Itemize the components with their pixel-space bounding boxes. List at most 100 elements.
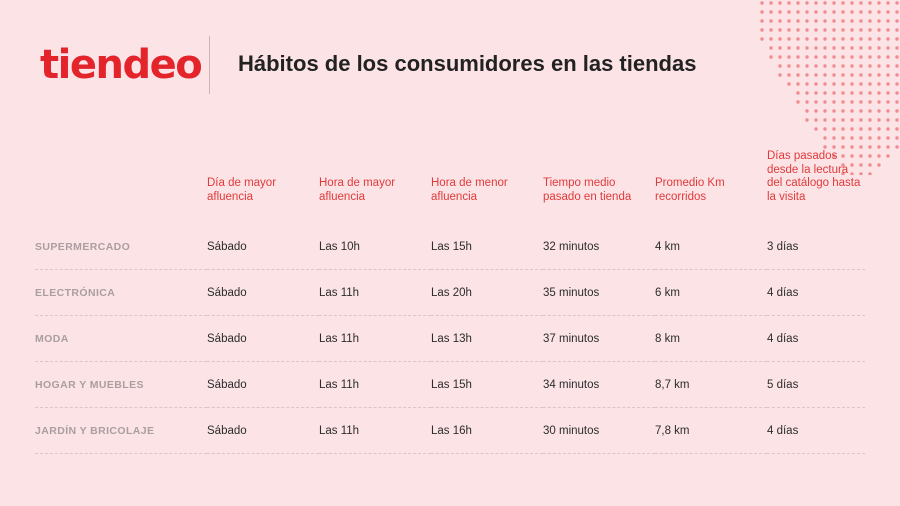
decorative-dot (859, 127, 863, 131)
decorative-dot (841, 172, 845, 175)
decorative-dot (895, 82, 899, 86)
decorative-dot (859, 37, 863, 41)
table-cell: Las 13h (431, 315, 543, 362)
decorative-dot (832, 19, 836, 23)
decorative-dot (832, 55, 836, 59)
table-cell: 4 días (767, 407, 865, 454)
table-cell: Las 15h (431, 361, 543, 408)
table-row: MODA Sábado Las 11h Las 13h 37 minutos 8… (35, 315, 865, 362)
decorative-dot (859, 145, 863, 149)
decorative-dot (841, 64, 845, 68)
decorative-dot (814, 127, 818, 131)
decorative-dot (895, 145, 899, 149)
decorative-dot (787, 55, 791, 59)
table-cell: 8,7 km (655, 361, 767, 408)
decorative-dot (841, 100, 845, 104)
decorative-dot (823, 82, 827, 86)
table-row: JARDÍN Y BRICOLAJE Sábado Las 11h Las 16… (35, 407, 865, 454)
decorative-dot (778, 73, 782, 77)
decorative-dot (841, 82, 845, 86)
decorative-dot (886, 1, 890, 5)
decorative-dot (823, 10, 827, 14)
decorative-dot (859, 82, 863, 86)
header-divider (209, 36, 210, 94)
category-cell: MODA (35, 315, 207, 362)
decorative-dot (832, 1, 836, 5)
decorative-dot (823, 37, 827, 41)
table-cell: 35 minutos (543, 269, 655, 316)
decorative-dot (895, 1, 899, 5)
decorative-dot (886, 136, 890, 140)
decorative-dot (859, 64, 863, 68)
header-peak-hour: Hora de mayor afluencia (319, 177, 396, 203)
decorative-dot (850, 91, 854, 95)
decorative-dot (877, 19, 881, 23)
decorative-dot (796, 46, 800, 50)
table-cell: 32 minutos (543, 224, 655, 270)
decorative-dot (796, 100, 800, 104)
decorative-dot (778, 55, 782, 59)
decorative-dot (805, 109, 809, 113)
decorative-dot (832, 73, 836, 77)
decorative-dot (769, 37, 773, 41)
decorative-dot (850, 118, 854, 122)
decorative-dot-pattern (760, 1, 899, 175)
decorative-dot (895, 64, 899, 68)
decorative-dot (823, 118, 827, 122)
decorative-dot (796, 37, 800, 41)
decorative-dot (769, 1, 773, 5)
decorative-dot (841, 145, 845, 149)
decorative-dot (787, 82, 791, 86)
decorative-dot (823, 109, 827, 113)
decorative-dot (859, 136, 863, 140)
decorative-dot (895, 91, 899, 95)
decorative-dot (796, 1, 800, 5)
decorative-dot (850, 109, 854, 113)
decorative-dot (877, 46, 881, 50)
decorative-dot (823, 1, 827, 5)
decorative-dot (832, 91, 836, 95)
decorative-dot (859, 73, 863, 77)
table-cell: 4 km (655, 224, 767, 270)
decorative-dot (805, 73, 809, 77)
category-cell: SUPERMERCADO (35, 224, 207, 270)
table-cell: 4 días (767, 269, 865, 316)
decorative-dot (859, 100, 863, 104)
decorative-dot (814, 28, 818, 32)
decorative-dot (832, 46, 836, 50)
category-cell: ELECTRÓNICA (35, 269, 207, 316)
decorative-dot (859, 163, 863, 167)
decorative-dot (877, 73, 881, 77)
decorative-dot (841, 109, 845, 113)
decorative-dot (886, 19, 890, 23)
decorative-dot (859, 19, 863, 23)
decorative-dot (886, 154, 890, 158)
decorative-dot (850, 100, 854, 104)
decorative-dot (877, 64, 881, 68)
decorative-dot (850, 154, 854, 158)
table-cell: Sábado (207, 224, 319, 270)
decorative-dot (778, 46, 782, 50)
decorative-dot (850, 172, 854, 175)
decorative-dot (823, 28, 827, 32)
decorative-dot (841, 154, 845, 158)
decorative-dot (850, 19, 854, 23)
decorative-dot (796, 19, 800, 23)
decorative-dot (859, 55, 863, 59)
decorative-dot (895, 10, 899, 14)
decorative-dot (877, 55, 881, 59)
decorative-dot (895, 37, 899, 41)
table-row: SUPERMERCADO Sábado Las 10h Las 15h 32 m… (35, 224, 865, 270)
decorative-dot (859, 28, 863, 32)
decorative-dot (832, 10, 836, 14)
decorative-dot (877, 10, 881, 14)
decorative-dot (886, 109, 890, 113)
decorative-dot (895, 46, 899, 50)
decorative-dot (850, 82, 854, 86)
decorative-dot (814, 55, 818, 59)
table-header-row: Día de mayor afluencia Hora de mayor afl… (35, 150, 865, 224)
decorative-dot (868, 73, 872, 77)
table-cell: Sábado (207, 269, 319, 316)
decorative-dot (886, 46, 890, 50)
decorative-dot (868, 1, 872, 5)
